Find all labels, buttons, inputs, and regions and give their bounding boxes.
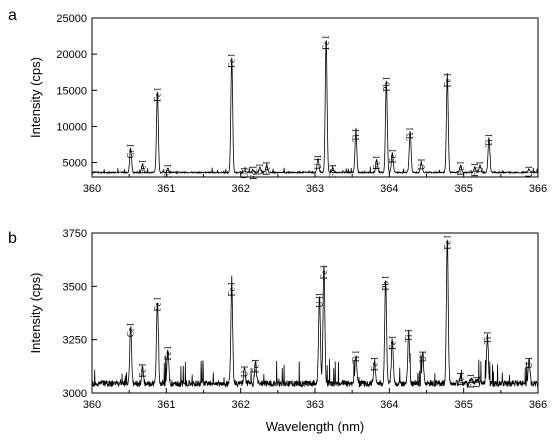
x-tick-label: 365 [454,399,472,411]
y-tick-label: 3750 [63,228,87,240]
y-tick-label: 20000 [56,49,87,61]
y-axis-title: Intensity (cps) [28,57,43,138]
x-tick-label: 363 [306,399,324,411]
y-tick-label: 3500 [63,281,87,293]
peak-label: U I [239,366,249,378]
peak-label: Ti I [351,351,361,364]
peak-label: Fe I [321,36,331,50]
panel-letter: b [8,230,17,247]
peak-label: U II [313,155,323,170]
peak-label: U I [524,357,534,369]
peak-label: U I [418,351,428,363]
spectrum-line [91,239,539,389]
peak-label: Fe I [138,160,148,174]
x-tick-label: 361 [157,183,175,195]
peak-label: Fe I [262,161,272,175]
x-tick-label: 365 [454,183,472,195]
peak-label: Fe I [456,161,466,175]
peak-label: Fe I [370,357,380,371]
peak-label: Fe I [152,88,162,102]
peak-label: Fe I [387,336,397,350]
x-tick-label: 360 [83,183,101,195]
peak-label: Fe I [248,166,258,180]
peak-label: Fe I [372,156,382,170]
y-tick-label: 15000 [56,85,87,97]
peak-label: Fe I [152,297,162,311]
peak-label: Fe I [456,372,466,386]
x-tick-label: 366 [529,399,547,411]
peak-label: Pb I [381,77,391,92]
x-tick-label: 364 [380,183,398,195]
peak-label: Fe I [163,346,173,360]
y-axis-title: Intensity (cps) [28,273,43,354]
panel-letter: a [8,7,17,24]
peak-label: Fe I [442,235,452,249]
peak-label: Ti I [351,129,361,142]
peak-label: Fe I [466,374,476,388]
peak-label: Ti I [484,134,494,147]
y-tick-label: 3250 [63,335,87,347]
peak-label: U I [475,161,485,173]
x-tick-label: 360 [83,399,101,411]
peak-label: U II [315,293,325,308]
peak-label: Cr I [126,144,136,158]
x-tick-label: 366 [529,183,547,195]
peak-label: Fe I [227,282,237,296]
peak-label: Fe I [319,265,329,279]
y-tick-label: 25000 [56,13,87,25]
spectrum-panel-b: 360 361 362 363 364 365 366 3000 3250 3500 3750 Int… [8,228,547,434]
y-tick-label: 5000 [63,158,87,170]
peak-label: Fe I [163,164,173,178]
peak-label: Ti I [405,128,415,141]
peak-label: Pb I [381,276,391,291]
peak-label: Fe I [328,164,338,178]
peak-label: U I [255,164,265,176]
y-tick-label: 3000 [63,388,87,400]
peak-label: Fe I [387,149,397,163]
x-tick-label: 362 [231,183,249,195]
peak-label: Fe I [227,54,237,68]
peak-label: Fe I [138,363,148,377]
peak-label: Cr I [126,323,136,337]
x-tick-label: 364 [380,399,398,411]
peak-label: Ti I [483,331,493,344]
x-axis-title: Wavelength (nm) [266,419,365,434]
peak-label: Ti I [404,329,414,342]
peak-label: U I [416,159,426,171]
peak-label: Fe I [251,359,261,373]
peak-label: Fe I [442,73,452,87]
x-tick-label: 361 [157,399,175,411]
peak-label: U I [239,167,249,179]
y-tick-label: 10000 [56,121,87,133]
x-tick-label: 362 [231,399,249,411]
peak-label: U I [524,166,534,178]
spectrum-panel-a: 360 361 362 363 364 365 366 5000 10000 15000 20000… [8,7,547,195]
spectrum-line [91,39,539,175]
peak-label: U I [472,376,482,388]
x-tick-label: 363 [306,183,324,195]
peak-label: Fe I [470,163,480,177]
